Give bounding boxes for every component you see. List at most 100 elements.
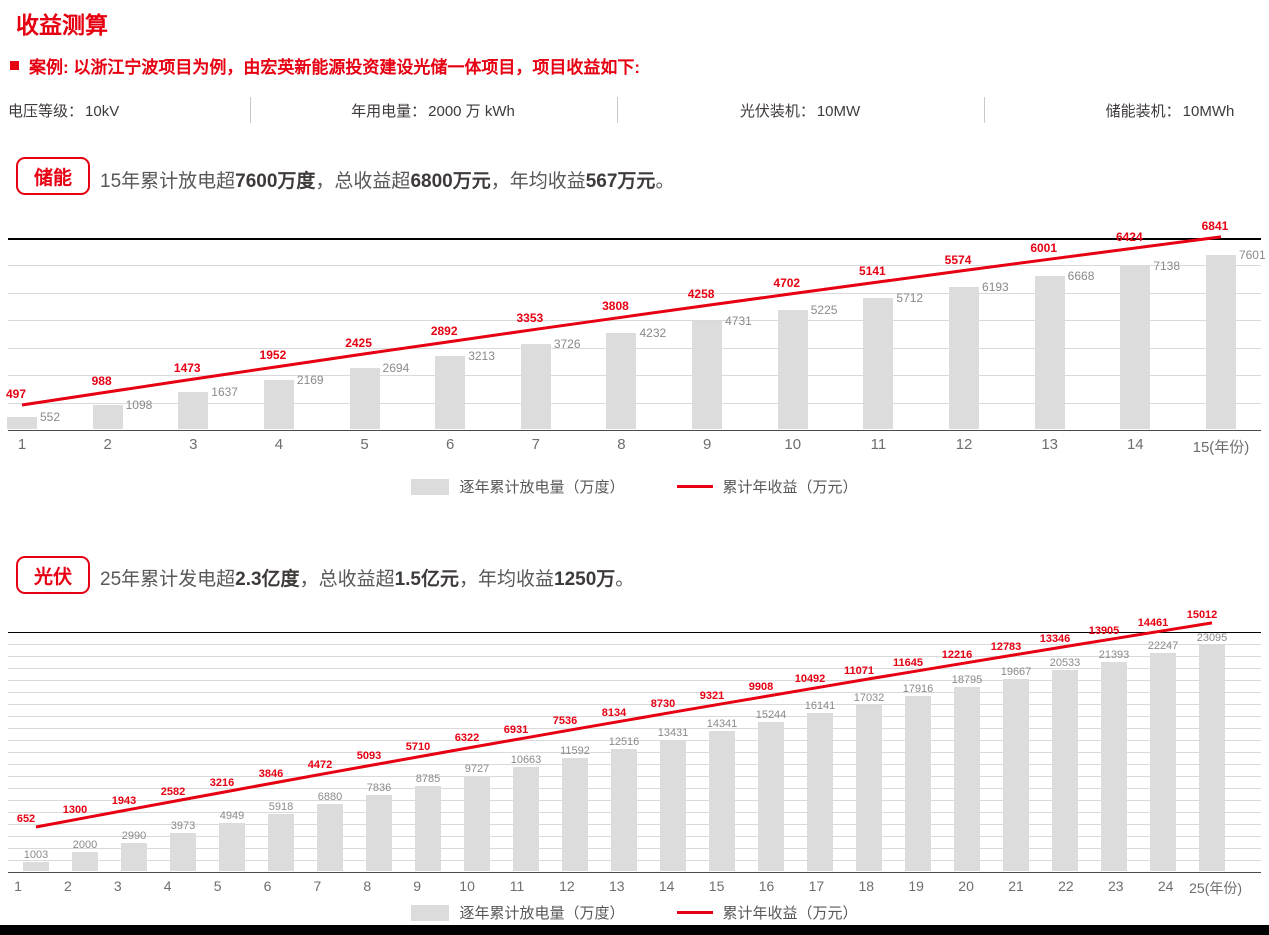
line-swatch-icon [676, 911, 713, 914]
line-value-label: 5574 [944, 252, 972, 267]
line-value-label: 6424 [1115, 230, 1143, 244]
x-axis-tick: 2 [103, 436, 112, 453]
bar-value-label: 18795 [951, 674, 983, 686]
line-value-label: 6001 [1030, 241, 1058, 256]
bar [954, 687, 980, 871]
line-value-label: 4258 [687, 287, 715, 302]
x-axis-tick: 17 [808, 878, 825, 894]
bar [606, 333, 637, 429]
gridline [8, 668, 1261, 669]
bar-value-label: 5225 [810, 303, 838, 317]
line-value-label: 15012 [1186, 608, 1218, 621]
legend-bar-label: 逐年累计放电量（万度） [459, 905, 625, 922]
line-value-label: 5710 [405, 741, 431, 754]
gridline [8, 704, 1261, 705]
project-parameter-bar: 电压等级： 10kV 年用电量： 2000 万 kWh 光伏装机： 10MW 储能装机… [0, 95, 1269, 125]
bar [1101, 662, 1127, 871]
x-axis-tick: 4 [274, 436, 284, 453]
x-axis-tick: 16 [758, 878, 775, 894]
bar-value-label: 7138 [1153, 259, 1181, 273]
bar [464, 776, 490, 871]
revenue-line [35, 621, 1213, 829]
bar [268, 814, 294, 871]
bar [178, 392, 209, 429]
line-value-label: 2582 [160, 785, 186, 798]
headline-segment: ，总收益超 [299, 569, 395, 590]
gridline [8, 692, 1261, 693]
bar-value-label: 2169 [296, 373, 324, 387]
legend-line-label: 累计年收益（万元） [722, 905, 858, 922]
legend-item-bars: 逐年累计放电量（万度） [411, 902, 625, 923]
bar [807, 713, 833, 871]
bar-value-label: 11592 [560, 745, 590, 757]
headline-segment: 。 [615, 569, 635, 590]
bar [611, 749, 637, 871]
line-value-label: 3846 [258, 767, 284, 780]
bar-value-label: 552 [40, 410, 61, 424]
line-value-label: 3216 [209, 776, 235, 789]
pv-headline: 25年累计发电超2.3亿度，总收益超1.5亿元，年均收益1250万。 [100, 564, 634, 591]
divider [984, 97, 985, 123]
x-axis-tick: 8 [617, 436, 626, 453]
x-axis-tick: 7 [531, 436, 540, 453]
bar-value-label: 20533 [1049, 657, 1081, 669]
legend-item-bars: 逐年累计放电量（万度） [411, 476, 625, 497]
line-value-label: 2892 [430, 323, 458, 338]
x-axis-tick: 21 [1008, 878, 1024, 894]
line-value-label: 4472 [307, 758, 333, 771]
x-axis-tick: 12 [559, 878, 575, 894]
chart-top-border [8, 632, 1261, 633]
line-swatch-icon [676, 485, 713, 488]
legend-item-line: 累计年收益（万元） [676, 476, 858, 497]
bar [121, 843, 147, 871]
gridline [8, 320, 1261, 322]
legend-bar-label: 逐年累计放电量（万度） [459, 479, 625, 496]
bar-value-label: 9727 [464, 763, 490, 775]
bar [660, 740, 686, 871]
legend-line-label: 累计年收益（万元） [722, 479, 858, 496]
bar [562, 758, 588, 871]
bar [435, 356, 466, 429]
gridline [8, 716, 1261, 717]
line-value-label: 13905 [1088, 624, 1120, 637]
bar [219, 823, 245, 871]
x-axis-tick: 10 [784, 436, 802, 453]
gridline [8, 680, 1261, 681]
x-axis-tick: 19 [908, 878, 924, 894]
line-value-label: 4702 [773, 275, 801, 290]
line-value-label: 11071 [844, 664, 874, 677]
x-axis-tick: 25(年份) [1189, 880, 1243, 896]
line-value-label: 1952 [259, 348, 287, 363]
bar [777, 310, 808, 429]
divider [617, 97, 618, 123]
bar [758, 722, 784, 871]
param-storage-capacity-value: 10MWh [1182, 103, 1235, 120]
x-axis-tick: 22 [1058, 878, 1074, 894]
line-value-label: 1473 [173, 361, 201, 376]
bar [170, 833, 196, 871]
x-axis-tick: 11 [509, 878, 525, 894]
x-axis-tick: 13 [1041, 436, 1059, 453]
pv-badge: 光伏 [16, 556, 90, 594]
bar-value-label: 1098 [125, 398, 153, 412]
bar-value-label: 16141 [804, 700, 836, 712]
bar [1003, 679, 1029, 871]
line-value-label: 12216 [941, 648, 973, 661]
bar-value-label: 5918 [268, 801, 294, 813]
x-axis-tick: 24 [1157, 878, 1174, 894]
gridline [8, 265, 1261, 267]
bar-value-label: 19667 [1000, 666, 1032, 678]
storage-badge: 储能 [16, 157, 90, 195]
bar [72, 852, 98, 871]
bar-value-label: 6668 [1067, 269, 1095, 283]
x-axis-tick: 3 [113, 878, 122, 894]
x-axis-tick: 5 [213, 878, 222, 894]
line-value-label: 11645 [893, 656, 923, 669]
bar-value-label: 22247 [1147, 640, 1179, 652]
x-axis-tick: 10 [459, 878, 475, 894]
x-axis-tick: 6 [263, 878, 272, 894]
pv-chart: 1003 1 2000 2 2990 3 3973 4 4949 5 5918 6 6880 7 7836 8… [8, 609, 1261, 896]
line-value-label: 10492 [794, 673, 826, 686]
bar-value-label: 4232 [639, 326, 667, 340]
